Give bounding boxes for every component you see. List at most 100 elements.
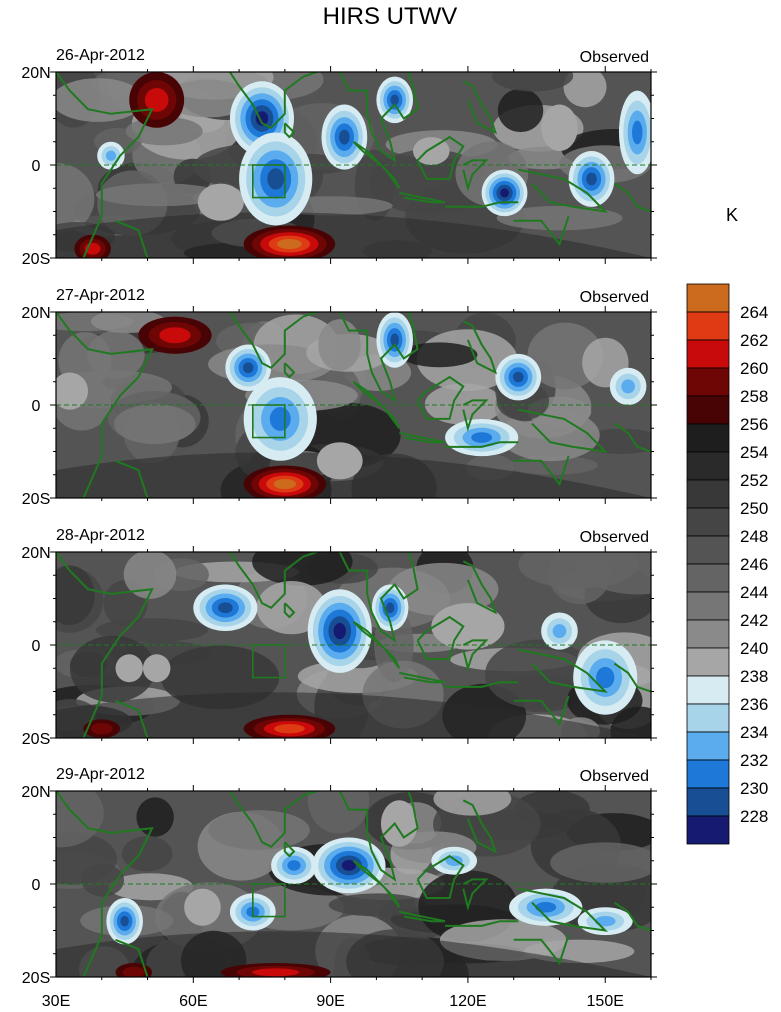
grey-contour (484, 639, 593, 709)
grey-contour (400, 342, 478, 368)
moist-contour (385, 602, 395, 614)
moist-contour (621, 379, 635, 394)
grey-contour (114, 404, 196, 445)
grey-contour (208, 810, 310, 850)
colorbar-level-label: 232 (740, 751, 768, 770)
coastline (56, 552, 154, 738)
colorbar-swatch (686, 563, 730, 593)
colorbar-swatch (686, 787, 730, 817)
coastlines (56, 72, 651, 258)
lat-label: 20S (22, 731, 50, 748)
grey-contour (121, 836, 173, 872)
dry-band (56, 212, 651, 258)
colorbar-level-label: 258 (740, 387, 768, 406)
coastline (352, 620, 401, 669)
panel-date: 27-Apr-2012 (56, 287, 145, 304)
grey-contour (433, 791, 512, 816)
lat-label: 20S (22, 491, 50, 508)
coastline (416, 615, 465, 660)
coastline (462, 320, 498, 375)
coastlines (56, 552, 651, 738)
coastline (513, 695, 570, 727)
colorbar-swatch (686, 591, 730, 621)
moist-contour (541, 104, 578, 152)
coastline (283, 122, 296, 139)
colorbar-level-label: 238 (740, 667, 768, 686)
coastline (399, 191, 446, 204)
moist-contour (512, 371, 524, 383)
moist-contour (184, 888, 221, 926)
moist-contour (431, 603, 505, 650)
moist-contour (596, 666, 615, 689)
colorbar: 264 262 260 258 256 254 252 250 248 246 244 242 240 2… (686, 283, 768, 845)
coastline (462, 878, 489, 911)
coastline (229, 312, 318, 370)
colorbar-level-label: 250 (740, 499, 768, 518)
coastline (462, 399, 489, 432)
coastline (56, 312, 154, 498)
coastline (613, 662, 651, 693)
lat-label: 20N (21, 545, 50, 562)
coastline (518, 168, 609, 213)
longitude-axis: 30E 60E 90E 120E 150E (42, 993, 624, 1010)
coastline (283, 362, 296, 379)
coastline (399, 671, 446, 684)
utwv-field (56, 552, 651, 738)
grey-contour (81, 863, 125, 897)
lat-label: 0 (32, 158, 41, 175)
moist-contour (197, 183, 244, 221)
grey-contour (328, 893, 426, 917)
coastline (115, 219, 149, 258)
moist-contour (56, 372, 89, 410)
lon-label: 90E (316, 993, 344, 1010)
panel-tag: Observed (580, 529, 649, 546)
colorbar-swatch (686, 451, 730, 481)
colorbar-level-label: 240 (740, 639, 768, 658)
dry-band (56, 692, 651, 738)
colorbar-swatch (686, 703, 730, 733)
dry-contour (159, 327, 191, 344)
figure-title: HIRS UTWV (323, 3, 458, 30)
coastline (462, 80, 498, 135)
moist-contour (500, 188, 509, 198)
colorbar-level-label: 236 (740, 695, 768, 714)
coastline (513, 215, 570, 247)
coastlines (56, 312, 651, 498)
colorbar-unit: K (726, 205, 738, 225)
grey-contour (136, 797, 174, 837)
coastline (56, 72, 154, 258)
coastline (462, 799, 498, 854)
moist-contour (586, 172, 597, 186)
grey-contour (563, 72, 607, 108)
moist-contour (341, 860, 357, 871)
colorbar-level-label: 234 (740, 723, 768, 742)
coastline (445, 201, 519, 208)
panel-tag: Observed (580, 768, 649, 785)
colorbar-swatch (686, 731, 730, 761)
coastline (513, 934, 570, 966)
coastline (462, 560, 498, 615)
colorbar-swatch (686, 759, 730, 789)
moist-contour (287, 860, 301, 871)
lat-label: 20N (21, 784, 50, 801)
moist-contour (115, 654, 143, 683)
moist-contour (142, 654, 171, 683)
grey-contour (492, 72, 574, 92)
moist-contour (269, 406, 291, 431)
grey-contour (56, 78, 145, 122)
lat-label: 20N (21, 65, 50, 82)
dry-contour (90, 723, 113, 735)
dry-band (56, 931, 651, 977)
coastline (518, 408, 608, 453)
moist-contour (242, 362, 254, 374)
colorbar-swatch (686, 311, 730, 341)
grey-contour (550, 842, 651, 883)
lat-label: 20S (22, 970, 50, 987)
coastline (518, 887, 608, 932)
colorbar-level-label: 244 (740, 583, 768, 602)
colorbar-level-label: 230 (740, 779, 768, 798)
map-panel: 20N 0 20S 27-Apr-2012 Observed (21, 287, 657, 508)
coastline (445, 920, 519, 927)
colorbar-level-label: 246 (740, 555, 768, 574)
